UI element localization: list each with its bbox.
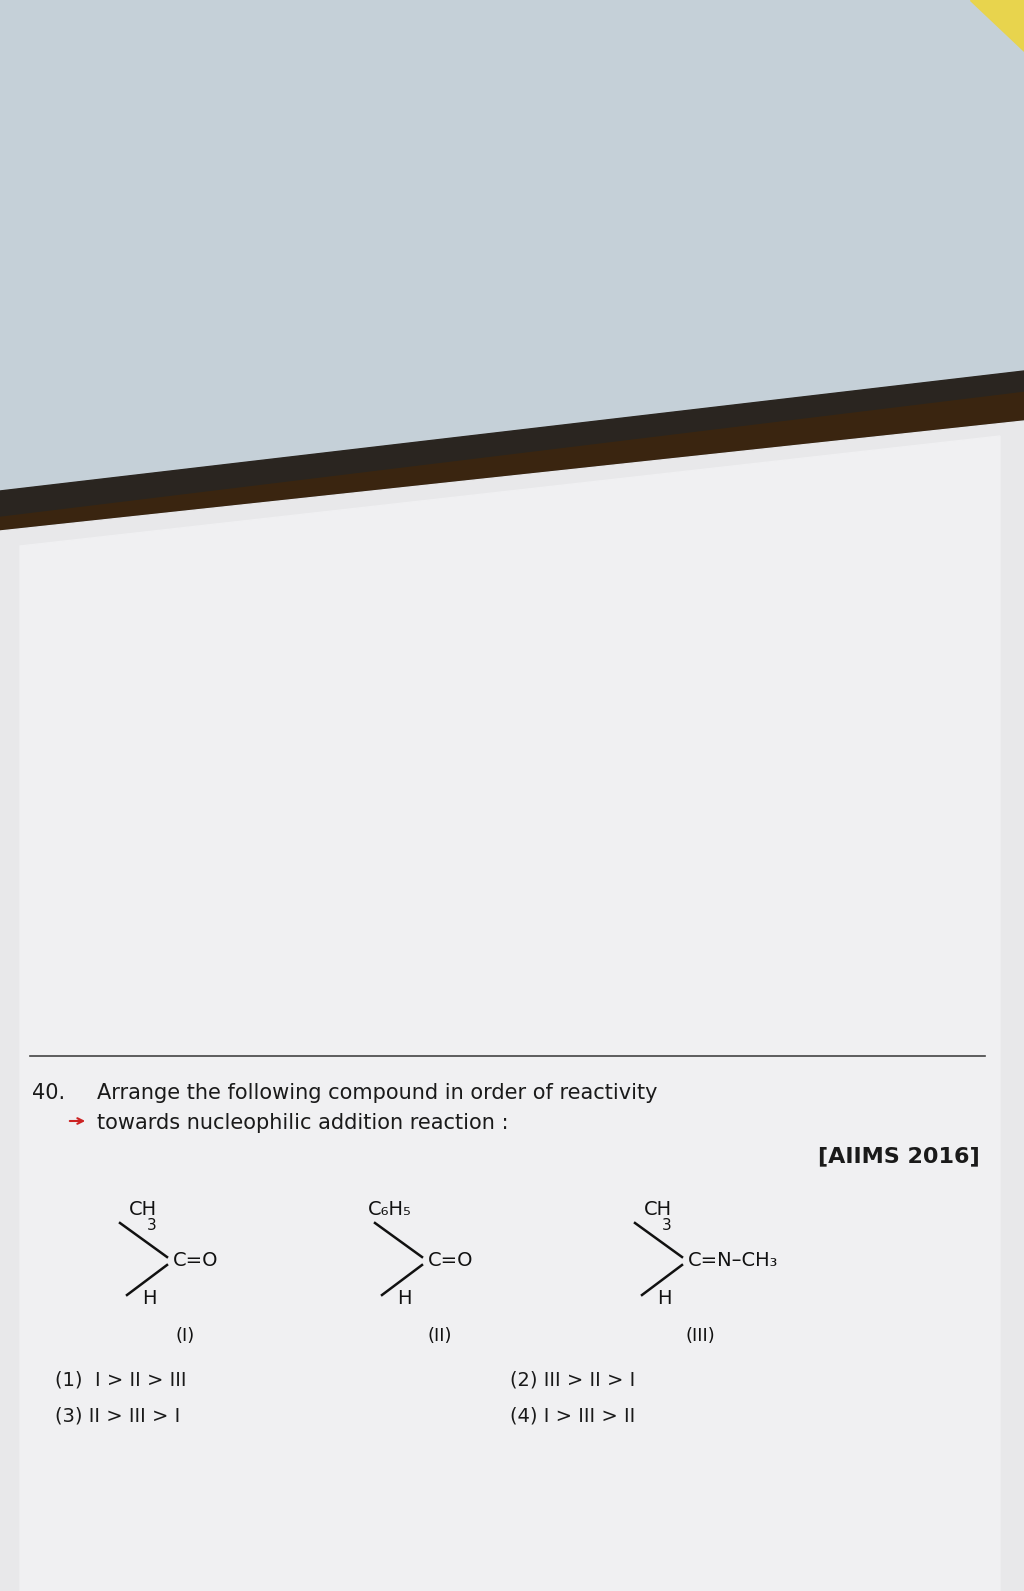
- Text: (4) I > III > II: (4) I > III > II: [510, 1406, 635, 1426]
- Text: towards nucleophilic addition reaction :: towards nucleophilic addition reaction :: [97, 1114, 509, 1133]
- Text: C=O: C=O: [428, 1252, 473, 1271]
- Polygon shape: [20, 436, 1000, 1591]
- Text: H: H: [142, 1289, 157, 1308]
- Polygon shape: [970, 0, 1024, 51]
- Polygon shape: [0, 422, 1024, 1591]
- Text: (II): (II): [428, 1327, 453, 1344]
- Text: CH: CH: [129, 1200, 157, 1219]
- Text: (I): (I): [175, 1327, 195, 1344]
- Text: C=N–CH₃: C=N–CH₃: [688, 1252, 778, 1271]
- Text: 3: 3: [147, 1219, 157, 1233]
- Text: H: H: [657, 1289, 672, 1308]
- Text: C₆H₅: C₆H₅: [369, 1200, 412, 1219]
- Text: 40.: 40.: [32, 1083, 66, 1103]
- Text: CH: CH: [644, 1200, 672, 1219]
- Text: (3) II > III > I: (3) II > III > I: [55, 1406, 180, 1426]
- Polygon shape: [0, 1391, 480, 1591]
- Text: (III): (III): [685, 1327, 715, 1344]
- Text: H: H: [397, 1289, 412, 1308]
- Text: C=O: C=O: [173, 1252, 218, 1271]
- Text: Arrange the following compound in order of reactivity: Arrange the following compound in order …: [97, 1083, 657, 1103]
- Polygon shape: [0, 422, 1024, 562]
- Text: [AIIMS 2016]: [AIIMS 2016]: [818, 1146, 980, 1166]
- Text: 3: 3: [663, 1219, 672, 1233]
- Text: (2) III > II > I: (2) III > II > I: [510, 1371, 635, 1391]
- Polygon shape: [0, 371, 1024, 515]
- Polygon shape: [0, 0, 1024, 492]
- Text: (1)  I > II > III: (1) I > II > III: [55, 1371, 186, 1391]
